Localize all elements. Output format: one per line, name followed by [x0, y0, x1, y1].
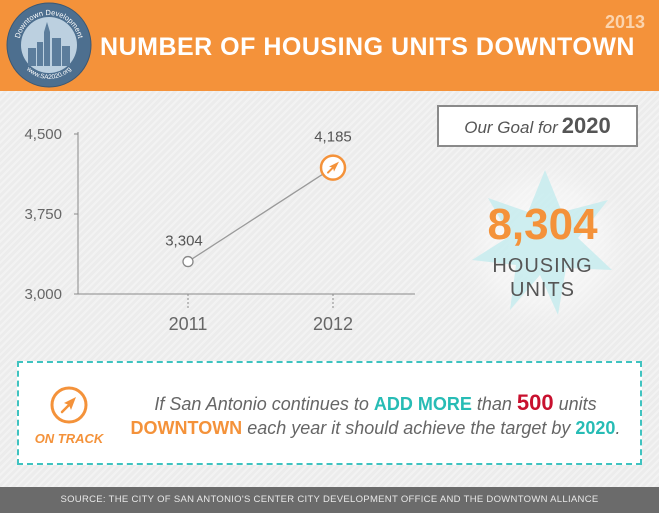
goal-value: 8,304	[487, 200, 598, 249]
y-tick-label: 3,000	[24, 286, 62, 303]
goal-unit-line-2: UNITS	[510, 279, 575, 301]
y-tick-label: 4,500	[24, 126, 62, 143]
goal-unit: HOUSING UNITS	[440, 254, 645, 302]
msg-downtown: DOWNTOWN	[130, 418, 243, 438]
msg-part-9: .	[615, 418, 621, 438]
on-track-box: ON TRACK If San Antonio continues to ADD…	[17, 361, 642, 465]
source-footer: SOURCE: THE CITY OF SAN ANTONIO'S CENTER…	[0, 487, 659, 513]
header-banner: Downtown Development www.SA2020.org NUMB…	[0, 0, 659, 91]
sa2020-logo: Downtown Development www.SA2020.org	[6, 2, 92, 88]
msg-part-1: If San Antonio continues to	[154, 394, 374, 414]
header-year: 2013	[604, 12, 645, 32]
page-title: NUMBER OF HOUSING UNITS DOWNTOWN	[100, 33, 635, 61]
msg-add-more: ADD MORE	[373, 394, 472, 414]
x-tick-label: 2011	[169, 314, 208, 334]
star-icon	[472, 170, 612, 315]
goal-unit-line-1: HOUSING	[492, 255, 593, 277]
on-track-message: If San Antonio continues to ADD MORE tha…	[119, 391, 632, 440]
housing-line-chart: 3,000 3,750 4,500 2011 2012 3,304 4,185	[24, 126, 415, 334]
data-label: 3,304	[165, 233, 203, 250]
series-line	[187, 167, 334, 263]
starburst-graphic	[445, 150, 645, 345]
compass-arrow-icon	[50, 386, 88, 424]
msg-500: 500	[516, 390, 554, 415]
msg-part-7: each year it should achieve the target b…	[242, 418, 576, 438]
data-label: 4,185	[314, 129, 352, 146]
y-tick-label: 3,750	[24, 206, 62, 223]
data-point-arrow-tail	[327, 166, 334, 174]
x-tick-label: 2012	[313, 314, 353, 334]
goal-label: Our Goal for	[464, 118, 558, 137]
goal-year: 2020	[561, 113, 611, 138]
on-track-label: ON TRACK	[34, 431, 104, 446]
data-point-arrow	[329, 161, 339, 172]
msg-2020: 2020	[575, 418, 616, 438]
msg-part-3: than	[471, 394, 517, 414]
goal-box: Our Goal for 2020	[437, 105, 638, 147]
data-point	[182, 255, 194, 268]
msg-part-5: units	[553, 394, 597, 414]
